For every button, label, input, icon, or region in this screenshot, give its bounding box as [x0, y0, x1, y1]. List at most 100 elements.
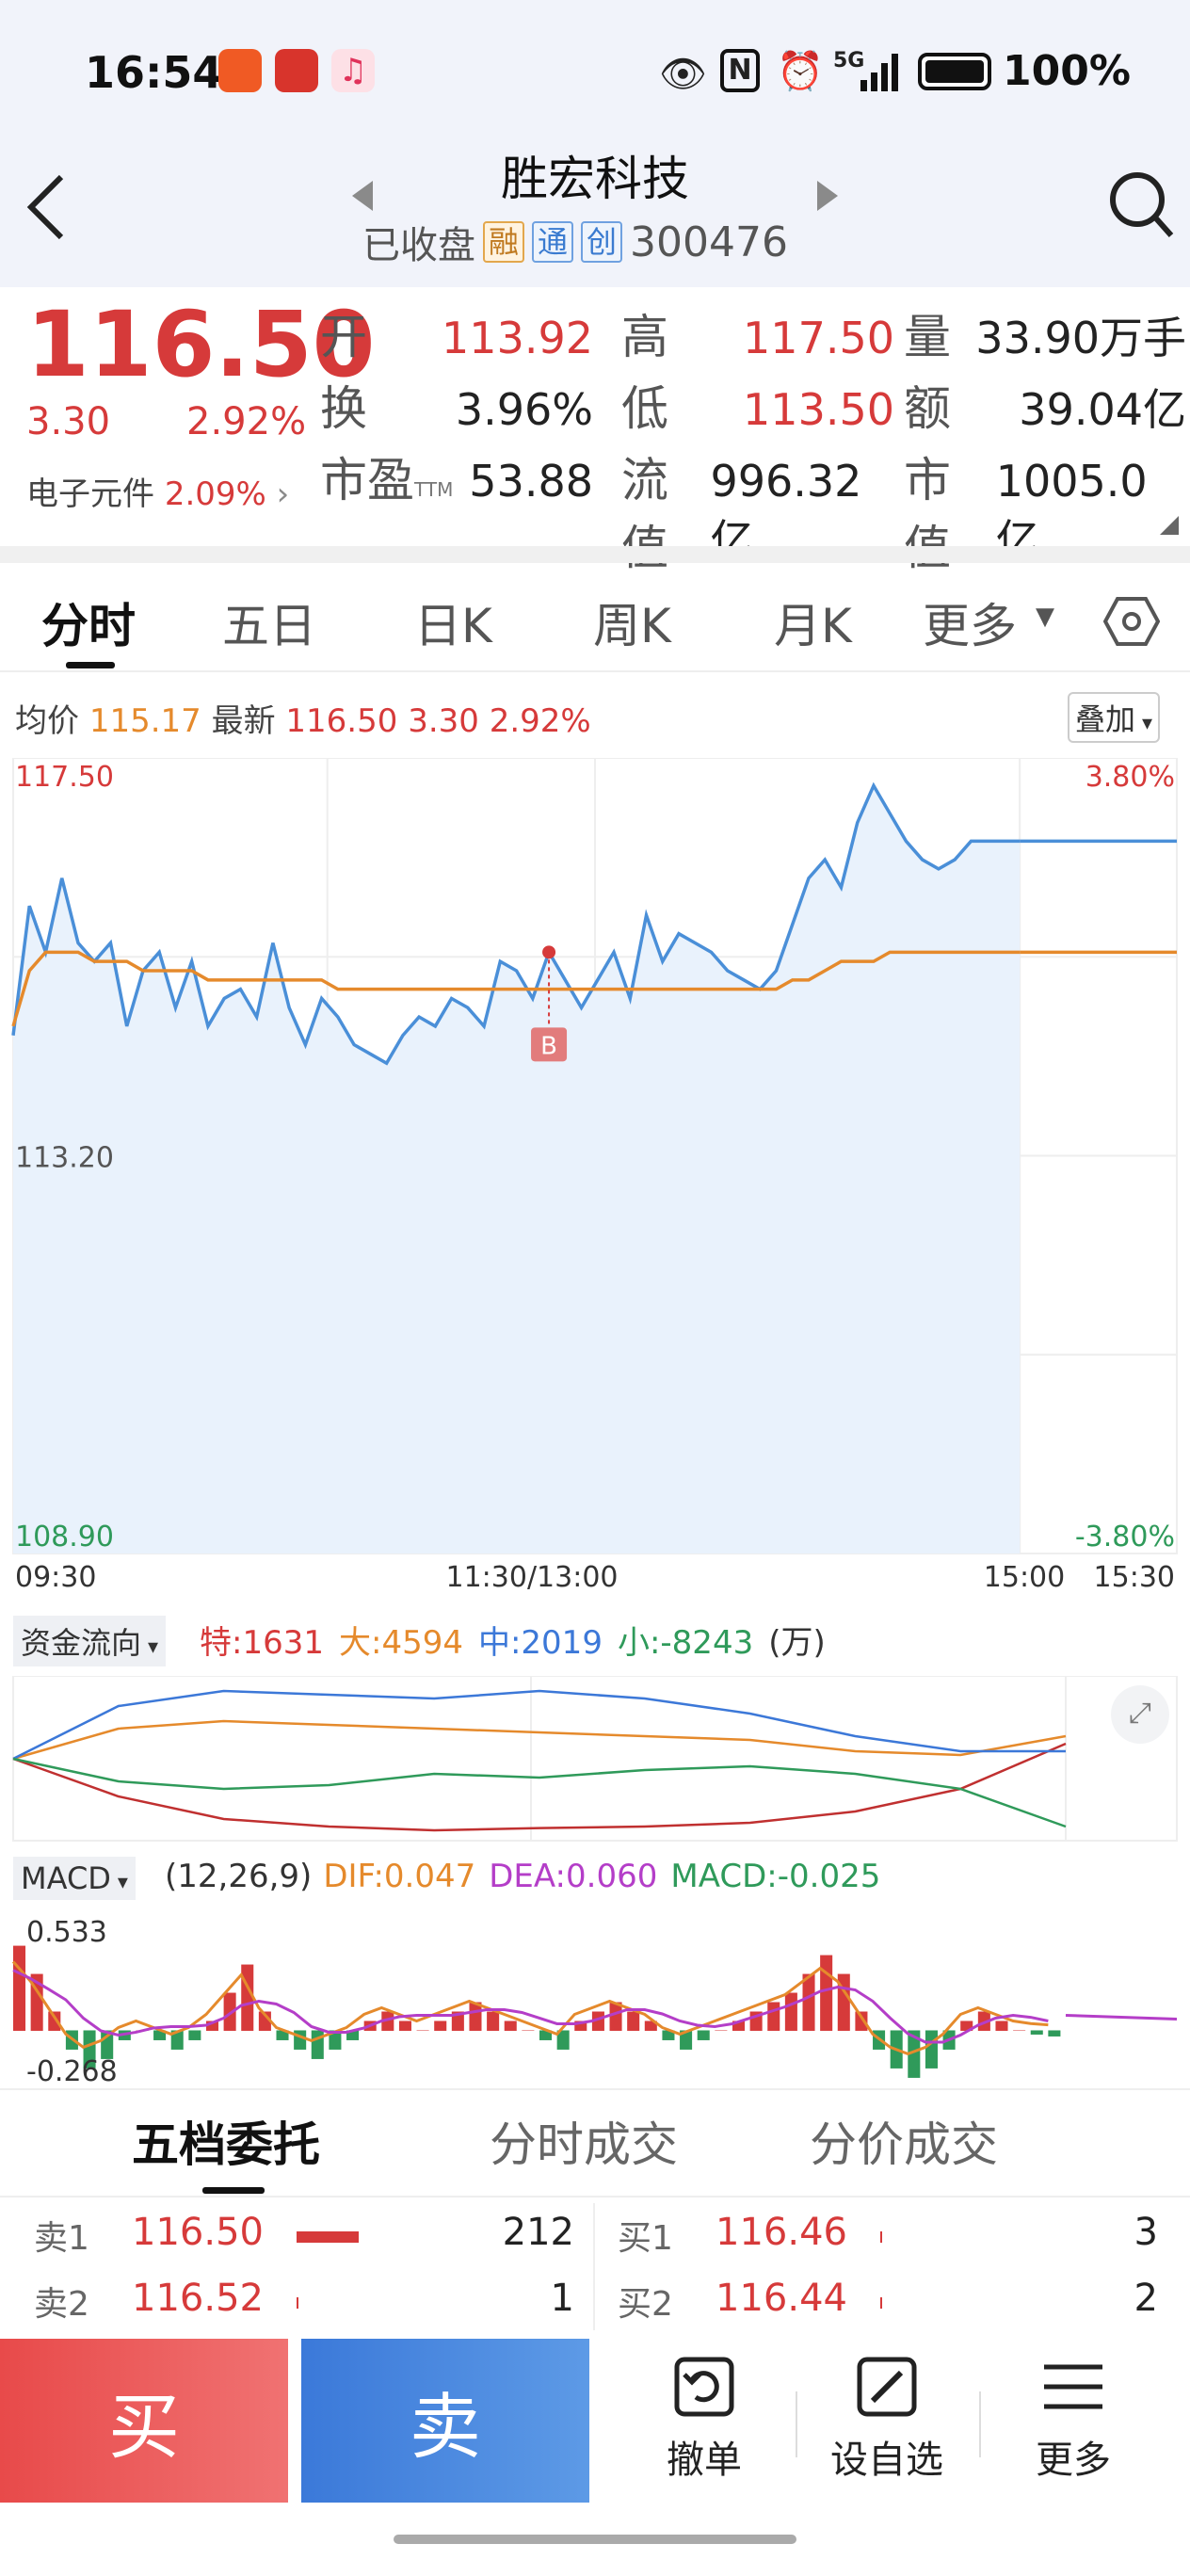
macd-chart[interactable]: 0.533 -0.268: [0, 1911, 1190, 2090]
tab-1[interactable]: 五日: [222, 599, 316, 653]
sell-level-price: 116.50: [132, 2211, 264, 2254]
cancel-order-icon: [674, 2357, 734, 2417]
macd-y-label: -0.268: [26, 2055, 118, 2088]
quote-value: 113.92: [442, 313, 593, 363]
overlay-button[interactable]: 叠加 ▾: [1068, 692, 1161, 743]
more-button[interactable]: 更多: [989, 2354, 1158, 2484]
macd-legend: (12,26,9) DIF:0.047 DEA:0.060 MACD:-0.025: [165, 1858, 893, 1895]
macd-bar: [469, 2002, 482, 2031]
quote-cell: 量 33.90万手: [904, 299, 1186, 367]
tab-5[interactable]: 更多: [923, 599, 1017, 653]
quote-cell: 流值 996.32亿: [621, 443, 894, 578]
macd-bar: [329, 2030, 342, 2050]
fund-flow-series-中: [12, 1689, 1066, 1761]
intraday-chart[interactable]: B 117.50 113.20 108.90 3.80% -3.80% 09:30 11:30…: [0, 758, 1190, 1605]
tab-2[interactable]: 日K: [414, 599, 492, 653]
macd-bar: [609, 2002, 622, 2031]
macd-bar: [153, 2030, 167, 2040]
buy-level-price: 116.44: [716, 2277, 847, 2320]
quote-value: 113.50: [743, 384, 894, 435]
price-area: [13, 785, 1021, 1554]
macd-params: (12,26,9): [165, 1858, 313, 1895]
macd-bar: [591, 2011, 604, 2031]
chevron-right-icon: ›: [276, 475, 290, 513]
divider: [979, 2391, 981, 2457]
battery-icon: [918, 53, 991, 90]
quote-label: 开: [320, 310, 367, 364]
app-notification-icon: [275, 49, 318, 92]
tag-gem: 创: [581, 221, 623, 263]
macd-bar: [784, 1992, 797, 2031]
music-icon: ♫: [331, 49, 375, 92]
divider: [0, 2088, 1190, 2090]
back-arrow-icon[interactable]: [24, 169, 71, 245]
avg-label: 均价: [15, 702, 79, 740]
sell-button[interactable]: 卖: [301, 2339, 589, 2503]
x-axis-label: 09:30: [15, 1561, 96, 1594]
macd-bar: [381, 2011, 394, 2031]
y-axis-label: 117.50: [15, 761, 114, 794]
buy-marker[interactable]: [531, 1027, 568, 1062]
macd-bar: [487, 2011, 500, 2031]
fund-flow-frame: [12, 1676, 1178, 1842]
volume-bar: [297, 2297, 298, 2309]
pct-axis-label: 3.80%: [1085, 761, 1175, 794]
sell-level-volume: 212: [502, 2211, 574, 2254]
macd-bar: [276, 2030, 289, 2040]
macd-bar: [574, 2021, 587, 2031]
signal-icon: [860, 54, 898, 91]
price-change-pct: 2.92%: [186, 400, 307, 443]
fullscreen-icon[interactable]: ⤢: [1111, 1685, 1169, 1744]
macd-legend-item: MACD:-0.025: [670, 1858, 881, 1895]
network-icon: 5G: [833, 49, 865, 72]
more-label: 更多: [1036, 2439, 1111, 2482]
expand-corner-icon[interactable]: [1160, 516, 1179, 535]
dropdown-icon: ▾: [110, 1871, 128, 1894]
fund-flow-legend-item: 大:4594: [338, 1624, 463, 1662]
tab-3[interactable]: 周K: [593, 599, 671, 653]
market-state: 已收盘: [362, 224, 475, 267]
order-tab-1[interactable]: 分时成交: [490, 2117, 678, 2172]
next-stock-icon[interactable]: [815, 179, 840, 213]
divider: [0, 2196, 1190, 2198]
quote-cell: 低 113.50: [621, 371, 894, 439]
quote-value: 996.32亿: [710, 456, 862, 566]
dea-line-ext: [1065, 2013, 1178, 2021]
order-tab-2[interactable]: 分价成交: [810, 2117, 998, 2172]
prev-stock-icon[interactable]: [350, 179, 375, 213]
dropdown-icon: ▼: [1036, 603, 1054, 631]
macd-bar: [644, 2021, 657, 2031]
order-tab-indicator: [202, 2187, 265, 2194]
add-watchlist-label: 设自选: [830, 2439, 943, 2482]
order-tab-0[interactable]: 五档委托: [132, 2117, 320, 2172]
macd-bar: [732, 2021, 746, 2031]
macd-bar: [1048, 2030, 1061, 2037]
tab-indicator: [66, 662, 115, 668]
sell-level-volume: 1: [550, 2277, 574, 2320]
macd-legend-item: DIF:0.047: [323, 1858, 476, 1895]
latest-price: 116.50: [285, 702, 398, 740]
cancel-order-button[interactable]: 撤单: [619, 2354, 789, 2484]
home-indicator[interactable]: [394, 2535, 796, 2544]
quote-cell: 市盈 TTM 53.88: [320, 443, 593, 510]
add-watchlist-button[interactable]: 设自选: [802, 2354, 972, 2484]
edit-icon: [857, 2357, 917, 2417]
tab-4[interactable]: 月K: [774, 599, 852, 653]
quote-value: 33.90万手: [975, 313, 1186, 363]
sector-link[interactable]: 电子元件 2.09% ›: [26, 468, 289, 514]
fund-flow-chart[interactable]: [0, 1676, 1190, 1845]
divider: [796, 2391, 797, 2457]
macd-bar: [662, 2030, 675, 2040]
macd-bar: [170, 2030, 184, 2050]
buy-level-price: 116.46: [716, 2211, 847, 2254]
search-icon[interactable]: [1107, 168, 1175, 243]
settings-hexagon-icon[interactable]: [1103, 593, 1160, 650]
macd-bar: [925, 2030, 938, 2069]
fund-flow-selector[interactable]: 资金流向 ▾: [13, 1616, 167, 1666]
macd-bar: [83, 2030, 96, 2069]
tab-0[interactable]: 分时: [41, 599, 136, 653]
macd-bar: [205, 2021, 219, 2031]
buy-button[interactable]: 买: [0, 2339, 288, 2503]
macd-bar: [908, 2030, 921, 2078]
macd-selector[interactable]: MACD ▾: [13, 1857, 136, 1900]
